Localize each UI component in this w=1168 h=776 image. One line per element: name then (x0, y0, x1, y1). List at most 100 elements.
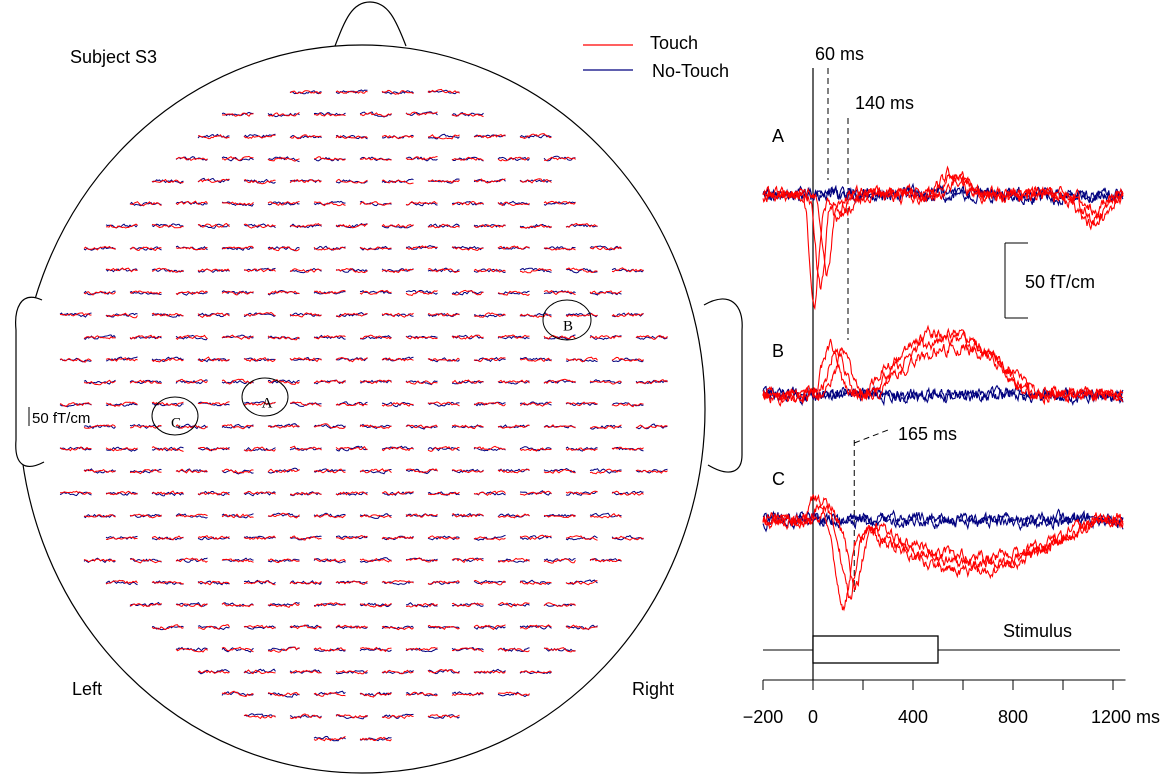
sensor-trace (565, 401, 598, 407)
legend-label: Touch (650, 33, 698, 53)
sensor-trace (473, 624, 506, 631)
sensor-trace (359, 557, 392, 563)
sensor-trace (381, 535, 414, 541)
sensor-trace (519, 624, 552, 630)
sensor-trace (589, 424, 622, 430)
sensor-trace (60, 446, 92, 452)
sensor-trace (359, 469, 392, 475)
sensor-trace (635, 424, 668, 429)
sensor-trace (175, 648, 208, 653)
sensor-trace (473, 402, 506, 407)
sensor-trace (359, 736, 392, 742)
sensor-trace (151, 624, 184, 631)
sensor-trace (221, 334, 254, 339)
sensor-trace (359, 557, 392, 563)
sensor-trace (381, 669, 414, 675)
sensor-trace (543, 603, 576, 608)
sensor-trace (611, 267, 644, 273)
sensor-trace (359, 289, 392, 295)
sensor-trace (59, 312, 92, 317)
sensor-trace (313, 200, 346, 206)
sensor-trace (197, 534, 230, 540)
sensor-trace (381, 357, 414, 362)
sensor-trace (243, 490, 276, 495)
sensor-trace (543, 290, 576, 296)
channel-trace (762, 324, 1124, 407)
sensor-trace (405, 200, 438, 206)
sensor-trace (267, 379, 300, 384)
sensor-trace (197, 446, 230, 452)
sensor-trace (221, 246, 254, 251)
sensor-trace (197, 580, 230, 586)
sensor-trace (427, 312, 460, 317)
sensor-trace (221, 647, 254, 653)
sensor-trace (59, 402, 92, 407)
sensor-trace (83, 513, 116, 519)
sensor-trace (221, 201, 254, 207)
sensor-trace (473, 536, 506, 541)
sensor-trace (405, 647, 438, 653)
head-outline (334, 1, 407, 47)
sensor-trace (175, 423, 208, 430)
sensor-trace (543, 468, 576, 474)
sensor-trace (589, 245, 622, 251)
x-tick-label: 800 (998, 707, 1028, 727)
sensor-trace (427, 535, 460, 540)
sensor-trace (405, 646, 438, 652)
sensor-trace (175, 378, 208, 384)
sensor-trace (451, 290, 484, 296)
sensor-trace (289, 445, 322, 451)
sensor-trace (451, 647, 484, 653)
sensor-trace (313, 201, 346, 207)
sensor-trace (519, 490, 552, 496)
sensor-trace (175, 290, 208, 296)
sensor-trace (335, 491, 368, 496)
channel-trace (762, 165, 1124, 311)
sensor-trace (473, 268, 506, 273)
sensor-trace (473, 224, 506, 229)
sensor-trace (497, 601, 530, 608)
sensor-trace (267, 646, 300, 653)
channel-label: B (563, 318, 573, 334)
sensor-trace (335, 178, 368, 184)
sensor-trace (335, 90, 368, 94)
sensor-trace (335, 714, 368, 719)
sensor-trace (543, 247, 576, 251)
sensor-trace (59, 312, 92, 318)
sensor-trace (175, 603, 208, 608)
sensor-trace (83, 558, 116, 563)
latency-label: 140 ms (855, 93, 914, 113)
sensor-trace (543, 156, 576, 162)
sensor-trace (473, 670, 506, 674)
sensor-trace (543, 647, 576, 652)
sensor-trace (451, 334, 484, 340)
sensor-trace (59, 491, 92, 497)
sensor-trace (406, 424, 438, 429)
sensor-trace (612, 402, 644, 408)
sensor-trace (175, 424, 208, 430)
sensor-trace (497, 468, 530, 474)
sensor-trace (473, 312, 506, 318)
sensor-trace (381, 224, 414, 229)
sensor-traces (59, 88, 668, 742)
sensor-trace (381, 90, 414, 95)
sensor-trace (451, 468, 484, 474)
sensor-trace (451, 379, 484, 384)
sensor-trace (451, 424, 484, 430)
sensor-trace (381, 714, 414, 720)
sensor-trace (83, 424, 116, 429)
sensor-trace (473, 668, 506, 674)
sensor-trace (359, 201, 392, 206)
sensor-trace (221, 469, 254, 475)
sensor-trace (611, 446, 644, 451)
sensor-trace (197, 223, 230, 229)
sensor-trace (83, 468, 116, 473)
sensor-trace (452, 289, 484, 296)
sensor-trace (267, 335, 300, 341)
sensor-trace (129, 290, 162, 295)
sensor-trace (129, 379, 162, 385)
sensor-trace (243, 714, 276, 720)
sensor-trace (267, 468, 300, 474)
sensor-trace (497, 290, 530, 296)
sensor-trace (151, 179, 184, 185)
